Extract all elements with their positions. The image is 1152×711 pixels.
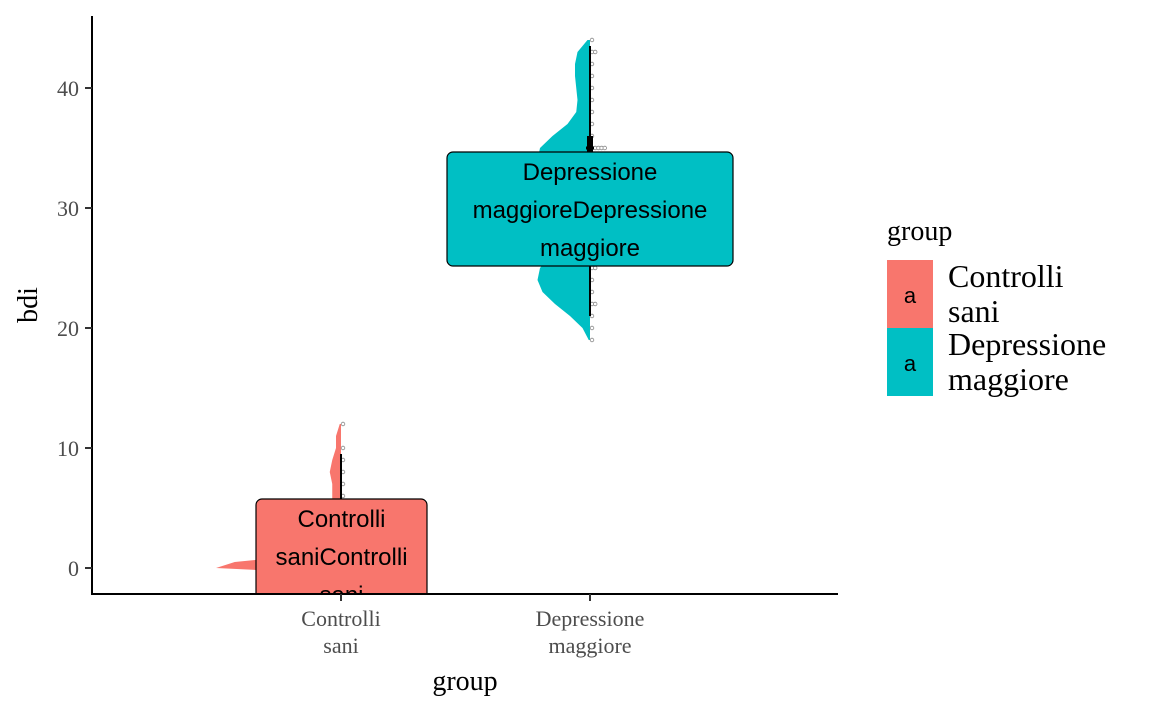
group-label-text: maggiore — [540, 235, 640, 262]
data-point — [593, 49, 598, 55]
x-tick-label-line2: maggiore — [548, 633, 631, 658]
group-label-text: Controlli — [297, 506, 385, 533]
group-label-text: saniControlli — [275, 544, 407, 571]
x-axis-title: group — [432, 666, 497, 697]
legend-key — [887, 328, 933, 396]
data-point — [340, 445, 346, 451]
legend-key-glyph: a — [904, 351, 917, 376]
group-label-text: maggioreDepressione — [473, 197, 708, 224]
y-tick-label: 30 — [57, 196, 79, 221]
group-label-text: sani — [319, 582, 363, 609]
panel: Controlli saniControlli sani Depressione mag… — [216, 37, 734, 609]
data-point — [589, 37, 595, 43]
data-point — [593, 301, 598, 307]
legend-entries: a Controlli sani a Depressione maggiore — [887, 258, 1106, 397]
data-point — [593, 265, 598, 271]
legend-label-line2: sani — [948, 293, 1000, 329]
group-label-text: Depressione — [523, 159, 658, 186]
data-point — [340, 421, 346, 427]
data-point — [589, 325, 595, 331]
x-tick-label-line1: Depressione — [536, 606, 645, 631]
legend: group a Controlli sani a Depressione maggio… — [887, 216, 1106, 397]
data-point — [589, 337, 595, 343]
legend-key — [887, 260, 933, 328]
plot-area: Controlli saniControlli sani Depressione mag… — [216, 37, 734, 609]
group-label-box — [446, 151, 734, 267]
y-ticks: 0 10 20 30 40 — [57, 76, 92, 581]
group-label-box — [255, 498, 428, 593]
legend-title: group — [887, 216, 952, 247]
y-tick-label: 10 — [57, 436, 79, 461]
data-point — [602, 145, 607, 151]
y-tick-label: 20 — [57, 316, 79, 341]
y-tick-label: 0 — [68, 556, 79, 581]
group-label: Depressione maggioreDepressione maggiore — [446, 151, 734, 267]
y-axis-title: bdi — [13, 287, 44, 323]
x-tick-label-line2: sani — [323, 633, 358, 658]
y-tick-label: 40 — [57, 76, 79, 101]
x-tick-label-line1: Controlli — [301, 606, 380, 631]
legend-label-line1: Depressione — [948, 326, 1106, 362]
legend-key-glyph: a — [904, 283, 917, 308]
legend-label-line1: Controlli — [948, 258, 1064, 294]
legend-label-line2: maggiore — [948, 361, 1069, 397]
group-label: Controlli saniControlli sani — [255, 498, 428, 609]
